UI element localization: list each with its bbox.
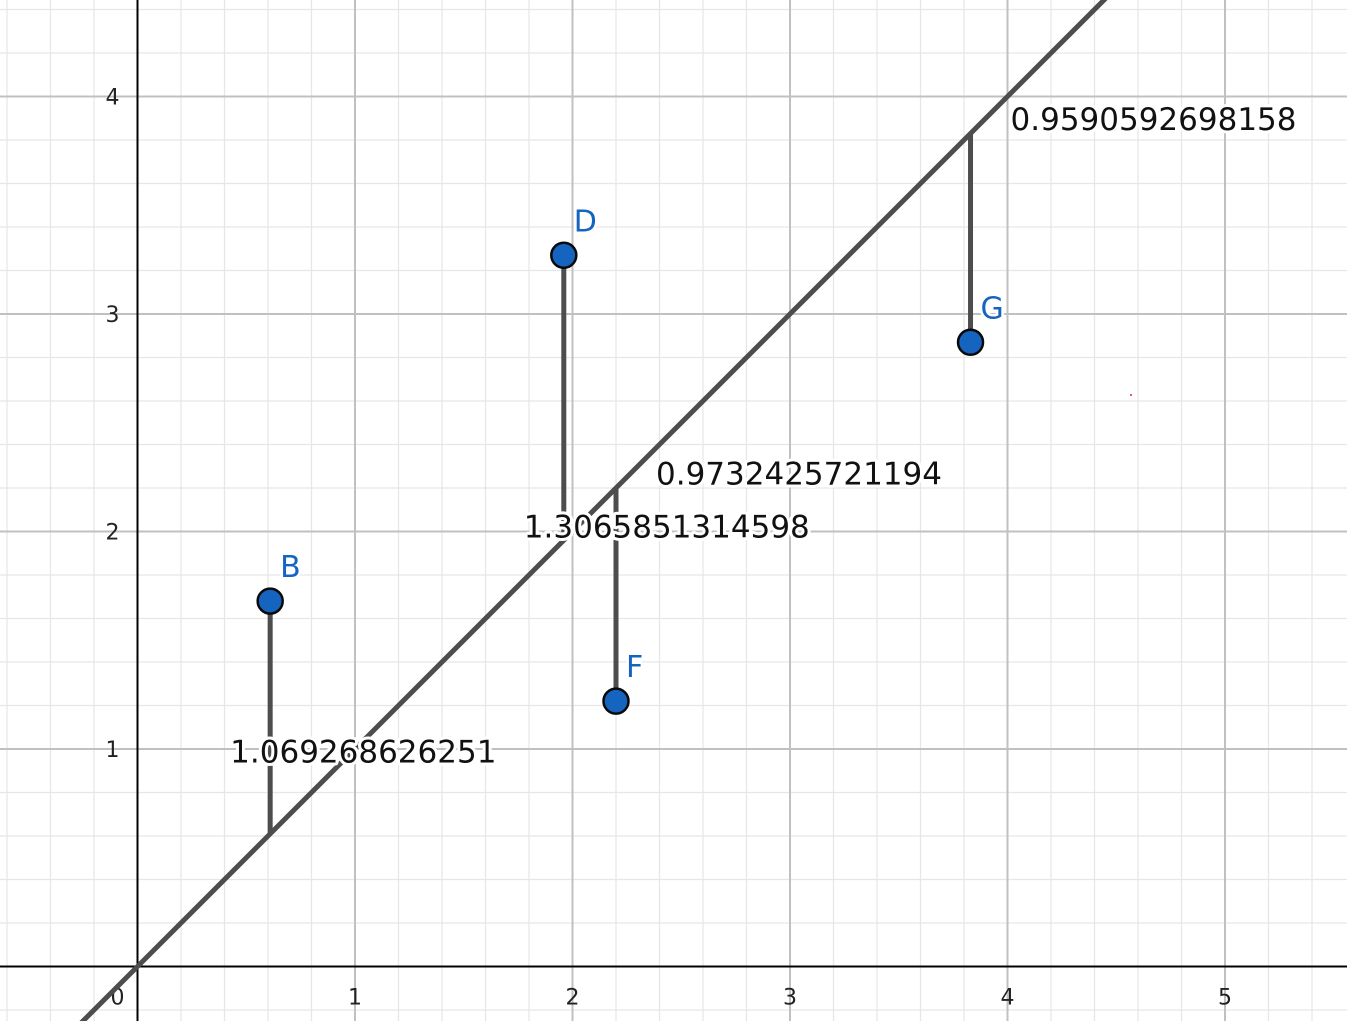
- y-tick-label: 2: [106, 521, 120, 546]
- point-G[interactable]: [956, 328, 985, 357]
- x-tick-label: 1: [348, 986, 362, 1011]
- point-label-G: G: [981, 291, 1004, 326]
- point-label-D: D: [574, 204, 597, 239]
- fit-line[interactable]: [72, 0, 1138, 1021]
- y-tick-label: 3: [106, 303, 120, 328]
- distance-labels: 1.069268626251 1.3065851314598 0.973242572…: [227, 99, 1299, 774]
- point-label-B: B: [280, 550, 301, 585]
- point-label-F: F: [626, 650, 643, 685]
- point-D[interactable]: [550, 241, 578, 270]
- point-F[interactable]: [602, 687, 630, 715]
- distance-label-F: 0.9732425721194: [656, 457, 942, 493]
- x-tick-label: 5: [1218, 986, 1232, 1011]
- x-tick-label: 3: [783, 986, 797, 1011]
- y-tick-label: 4: [106, 86, 120, 111]
- points: B D F G: [256, 202, 1006, 715]
- y-tick-label: 1: [106, 738, 120, 763]
- stray-dot: [1130, 394, 1132, 396]
- x-tick-label: 4: [1001, 986, 1015, 1011]
- distance-label-D: 1.3065851314598: [524, 510, 810, 546]
- x-tick-label: 2: [566, 986, 580, 1011]
- distance-label-B: 1.069268626251: [230, 734, 496, 770]
- distance-segments: [267, 133, 974, 834]
- point-B[interactable]: [256, 587, 284, 615]
- distance-label-G: 0.9590592698158: [1011, 102, 1297, 138]
